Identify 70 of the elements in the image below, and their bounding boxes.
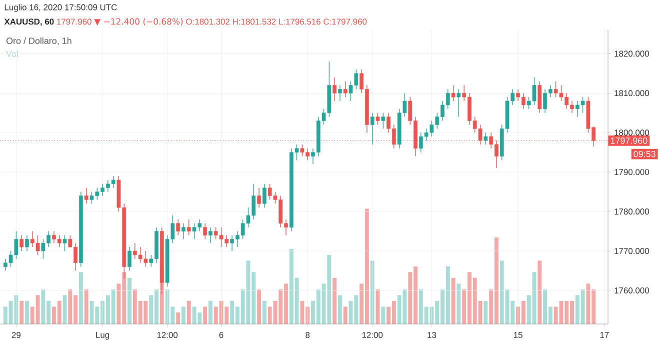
y-tick-label: 1770.000 bbox=[614, 248, 650, 254]
bar bbox=[381, 306, 386, 324]
bar bbox=[538, 260, 542, 324]
text: H:1801.532 bbox=[232, 18, 276, 25]
candlestick bbox=[203, 223, 207, 240]
text: XAUUSD, 60 bbox=[4, 18, 54, 26]
bar bbox=[186, 300, 191, 324]
candlestick bbox=[332, 77, 337, 102]
text: ▼ −12.400 (−0.68%) bbox=[94, 18, 183, 26]
y-tick-label: 1810.000 bbox=[614, 90, 650, 96]
bar bbox=[182, 306, 186, 324]
bar bbox=[84, 289, 88, 324]
candlestick bbox=[182, 223, 186, 240]
candlestick bbox=[186, 219, 191, 236]
y-tick-label: 1800.000 bbox=[614, 130, 650, 136]
x-tick-label: 17 bbox=[600, 332, 609, 338]
x-tick-label: 6 bbox=[219, 332, 224, 338]
x-tick-label: 15 bbox=[514, 332, 522, 338]
bar bbox=[176, 312, 180, 324]
bar bbox=[451, 278, 456, 324]
text: 09:53 bbox=[634, 150, 656, 158]
candlestick bbox=[257, 188, 261, 208]
bar bbox=[262, 300, 266, 324]
ref-line-label: 1797.960 bbox=[610, 137, 648, 144]
x-tick-label: 13 bbox=[428, 332, 436, 338]
candlestick bbox=[84, 188, 88, 204]
x-tick-label: Lug bbox=[96, 332, 110, 340]
bar bbox=[20, 300, 24, 324]
bar bbox=[208, 300, 212, 324]
bar bbox=[203, 306, 208, 324]
bar bbox=[257, 289, 261, 324]
bar bbox=[128, 278, 132, 324]
x-tick-label: 29 bbox=[12, 332, 21, 338]
bar bbox=[332, 278, 337, 324]
text: O:1801.302 bbox=[186, 18, 230, 25]
y-tick-label: 1790.000 bbox=[614, 169, 650, 176]
candlestick bbox=[484, 132, 488, 145]
y-tick-label: 1820.000 bbox=[614, 50, 650, 57]
candlestick bbox=[451, 84, 456, 102]
candlestick bbox=[456, 88, 461, 118]
candlestick bbox=[538, 80, 542, 114]
bar bbox=[78, 272, 83, 324]
candlestick bbox=[343, 80, 348, 98]
bar bbox=[456, 284, 461, 324]
x-tick-label: 12:00 bbox=[362, 332, 383, 338]
candlestick bbox=[20, 234, 24, 252]
text: 1797.960 bbox=[57, 18, 92, 25]
text: L:1796.516 bbox=[279, 18, 320, 25]
bar bbox=[25, 300, 29, 324]
candlestick bbox=[376, 112, 380, 126]
x-tick-label: 8 bbox=[306, 332, 310, 338]
candlestick bbox=[176, 219, 180, 236]
text: Vol bbox=[6, 50, 18, 58]
text: C:1797.960 bbox=[324, 18, 367, 25]
x-tick-label: 12:00 bbox=[157, 332, 178, 338]
y-tick-label: 1760.000 bbox=[614, 287, 650, 294]
candlestick bbox=[25, 234, 29, 252]
bar bbox=[338, 295, 342, 324]
bar bbox=[343, 306, 348, 324]
text: Oro / Dollaro, 1h bbox=[6, 37, 72, 46]
candlestick bbox=[338, 84, 342, 102]
y-tick-label: 1780.000 bbox=[614, 208, 650, 215]
candlestick bbox=[62, 234, 67, 252]
candlestick bbox=[381, 112, 386, 129]
bar bbox=[484, 300, 488, 324]
candlestick bbox=[208, 226, 212, 244]
candlestick bbox=[370, 112, 374, 145]
text: Luglio 16, 2020 17:50:09 UTC bbox=[4, 4, 117, 12]
candlestick bbox=[128, 246, 132, 272]
candlestick bbox=[262, 184, 266, 208]
